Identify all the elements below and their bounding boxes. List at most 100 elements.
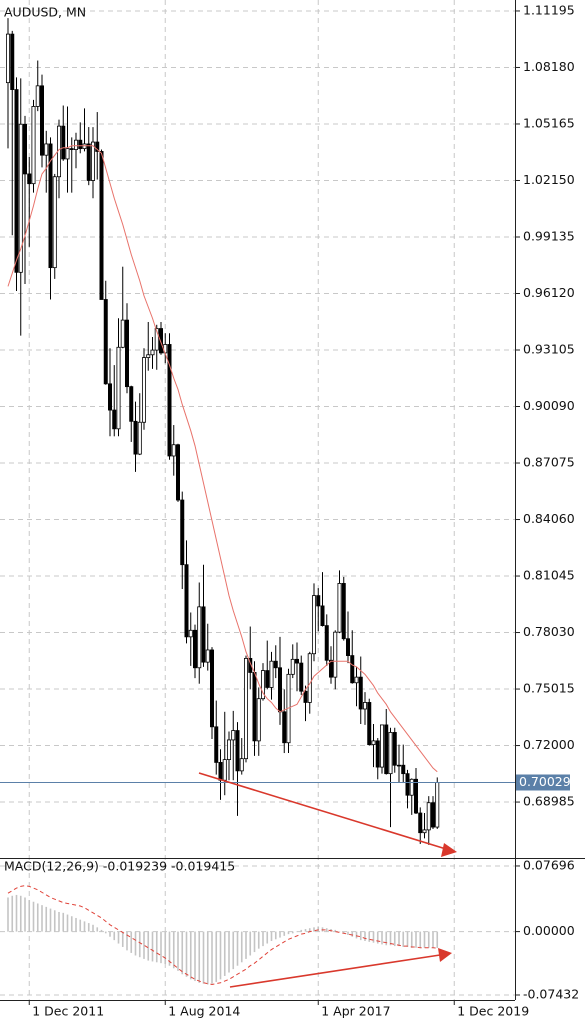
moving-average	[7, 145, 438, 773]
x-tick-label: 1 Apr 2017	[321, 1004, 390, 1019]
candle-body	[367, 702, 372, 746]
candle-body	[294, 658, 299, 664]
macd-bar	[185, 931, 188, 977]
candle-body	[337, 583, 342, 633]
y-tick-label: 0.81045	[523, 568, 575, 583]
candle-body	[214, 726, 219, 763]
candle-body	[99, 151, 104, 300]
candle-body	[316, 595, 321, 607]
macd-bar	[41, 905, 43, 932]
candle-body	[22, 123, 27, 175]
macd-bar	[381, 931, 383, 945]
y-tick-label: 0.75015	[523, 681, 575, 696]
y-tick-label: 1.11195	[523, 2, 575, 17]
macd-bar	[240, 931, 243, 963]
candle-body	[197, 606, 202, 669]
macd-bar	[53, 910, 56, 932]
macd-bar	[232, 931, 235, 970]
macd-bar	[385, 931, 388, 946]
candle-body	[69, 148, 74, 150]
macd-bar	[66, 914, 69, 932]
macd-bar	[245, 931, 247, 959]
macd-bar	[15, 894, 18, 932]
macd-bar	[436, 931, 439, 949]
macd-bar	[410, 931, 413, 948]
candle-body	[409, 778, 414, 796]
macd-bar	[189, 931, 192, 980]
candle-body	[226, 739, 231, 761]
candle-body	[384, 724, 389, 775]
candle-body	[282, 711, 287, 744]
y-tick-label: -0.07432	[523, 986, 579, 1001]
candle-body	[86, 143, 91, 181]
candle-body	[354, 676, 359, 684]
x-tick-label: 1 Dec 2011	[32, 1004, 104, 1019]
y-tick-label: 0.68985	[523, 794, 575, 809]
macd-bar	[287, 931, 290, 935]
macd-bar	[415, 931, 417, 948]
candle-body	[120, 319, 125, 348]
trend-arrow	[198, 772, 457, 857]
macd-bar	[198, 931, 201, 983]
candle-body	[401, 764, 406, 775]
candle-body	[379, 724, 384, 768]
candle-body	[260, 670, 265, 700]
arrow-head	[441, 843, 457, 857]
macd-bar	[117, 931, 120, 944]
candle-body	[108, 383, 113, 411]
macd-bar	[100, 929, 103, 932]
macd-bar	[32, 901, 35, 932]
y-tick-label: 0.96120	[523, 285, 575, 300]
macd-bar	[338, 931, 341, 933]
candle-body	[141, 357, 146, 423]
macd-bar	[266, 931, 269, 944]
x-tick-label: 1 Aug 2014	[168, 1004, 240, 1019]
x-tick-label: 1 Dec 2019	[457, 1004, 529, 1019]
macd-bar	[24, 897, 26, 932]
candle-body	[418, 812, 423, 834]
macd-bar	[45, 906, 48, 932]
macd-bar	[181, 931, 184, 975]
macd-bar	[393, 931, 396, 947]
macd-bar	[402, 931, 405, 947]
macd-bar	[155, 931, 158, 963]
macd-bar	[143, 931, 145, 959]
macd-bar	[432, 931, 434, 948]
candle-body	[154, 328, 159, 351]
candle-body	[65, 148, 70, 160]
y-tick-label: 0.93105	[523, 342, 575, 357]
candle-body	[6, 33, 11, 84]
candle-body	[184, 564, 189, 638]
candle-body	[290, 658, 295, 675]
macd-bar	[228, 931, 230, 973]
macd-bar	[28, 900, 31, 932]
candle-body	[201, 606, 206, 663]
macd-bar	[113, 931, 116, 941]
macd-bar	[138, 931, 141, 958]
macd-bar	[262, 931, 264, 947]
y-tick-label: 0.90090	[523, 398, 575, 413]
last-price-tag	[516, 774, 570, 791]
macd-bar	[372, 931, 375, 943]
macd-bar	[194, 931, 196, 982]
candle-body	[345, 638, 350, 656]
candle-body	[358, 676, 363, 710]
candle-body	[235, 730, 240, 772]
macd-bar	[151, 931, 154, 962]
macd-bar	[317, 926, 320, 932]
y-tick-label: 0.87075	[523, 455, 575, 470]
candle-body	[269, 660, 274, 688]
candle-body	[61, 125, 66, 160]
candle-body	[324, 625, 329, 661]
candle-body	[371, 740, 376, 746]
macd-bar	[291, 931, 294, 934]
candle-body	[158, 328, 163, 354]
candle-body	[320, 605, 325, 627]
y-tick-label: 1.08180	[523, 59, 575, 74]
last-price-label: 0.70029	[519, 774, 571, 789]
candle-body	[396, 764, 401, 767]
candle-body	[48, 143, 53, 269]
macd-bar	[364, 931, 366, 941]
macd-bar	[49, 908, 52, 932]
trend-line	[229, 954, 441, 988]
